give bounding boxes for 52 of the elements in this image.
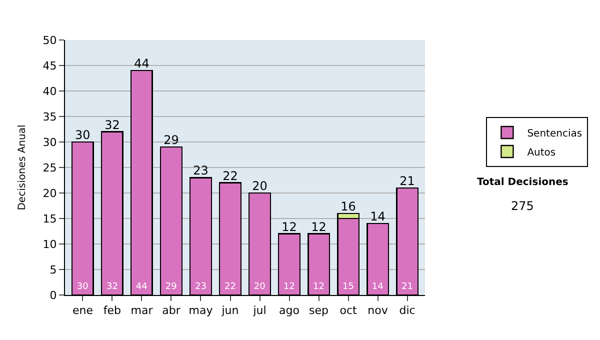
y-tick-label: 50 xyxy=(42,34,57,47)
y-axis-title: Decisiones Anual xyxy=(16,124,28,210)
x-tick-label: mar xyxy=(130,304,154,318)
total-label: 29 xyxy=(164,133,179,148)
legend-label: Autos xyxy=(527,147,556,158)
data-label: 20 xyxy=(254,282,266,292)
total-label: 22 xyxy=(222,168,238,183)
data-label: 23 xyxy=(195,282,206,292)
data-label: 21 xyxy=(402,282,414,292)
x-tick-label: dic xyxy=(399,304,416,318)
data-label: 22 xyxy=(224,282,236,292)
data-label: 12 xyxy=(313,282,324,292)
y-tick-label: 0 xyxy=(50,288,57,302)
total-label: 30 xyxy=(75,128,90,142)
y-tick-label: 10 xyxy=(42,238,57,251)
data-label: 32 xyxy=(106,282,118,292)
total-label: 14 xyxy=(370,210,386,224)
x-tick-label: abr xyxy=(162,304,181,318)
data-label: 30 xyxy=(76,282,89,292)
data-label: 12 xyxy=(284,282,295,292)
total-label: 44 xyxy=(134,56,150,71)
y-tick-label: 15 xyxy=(42,212,57,226)
data-label: 44 xyxy=(136,282,148,292)
data-label: 14 xyxy=(372,282,384,292)
total-label: 12 xyxy=(282,220,297,234)
total-label: 23 xyxy=(193,164,208,178)
y-tick-label: 30 xyxy=(42,136,57,149)
x-tick-label: may xyxy=(188,304,214,318)
x-tick-label: jun xyxy=(220,304,239,318)
x-tick-label: sep xyxy=(309,304,329,318)
x-tick-label: ago xyxy=(279,304,300,318)
y-tick-label: 25 xyxy=(42,161,57,174)
text: 275 xyxy=(511,199,534,213)
data-label: 29 xyxy=(165,282,178,292)
text: Total Decisiones xyxy=(477,177,568,188)
total-label: 20 xyxy=(252,179,268,193)
y-tick-label: 40 xyxy=(42,84,57,98)
x-tick-label: jul xyxy=(252,304,266,318)
total-label: 12 xyxy=(311,220,326,234)
x-tick-label: ene xyxy=(72,304,94,318)
total-label: 32 xyxy=(104,118,120,132)
data-label: 15 xyxy=(342,282,354,292)
y-tick-label: 35 xyxy=(42,110,57,124)
y-tick-label: 20 xyxy=(42,186,57,200)
x-tick-label: oct xyxy=(340,304,358,318)
x-tick-label: feb xyxy=(103,304,122,318)
y-tick-label: 45 xyxy=(42,59,57,72)
y-tick-label: 5 xyxy=(50,263,57,276)
total-label: 21 xyxy=(400,174,415,188)
total-label: 16 xyxy=(340,199,356,214)
legend-label: Sentencias xyxy=(527,128,582,140)
x-tick-label: nov xyxy=(368,304,388,318)
